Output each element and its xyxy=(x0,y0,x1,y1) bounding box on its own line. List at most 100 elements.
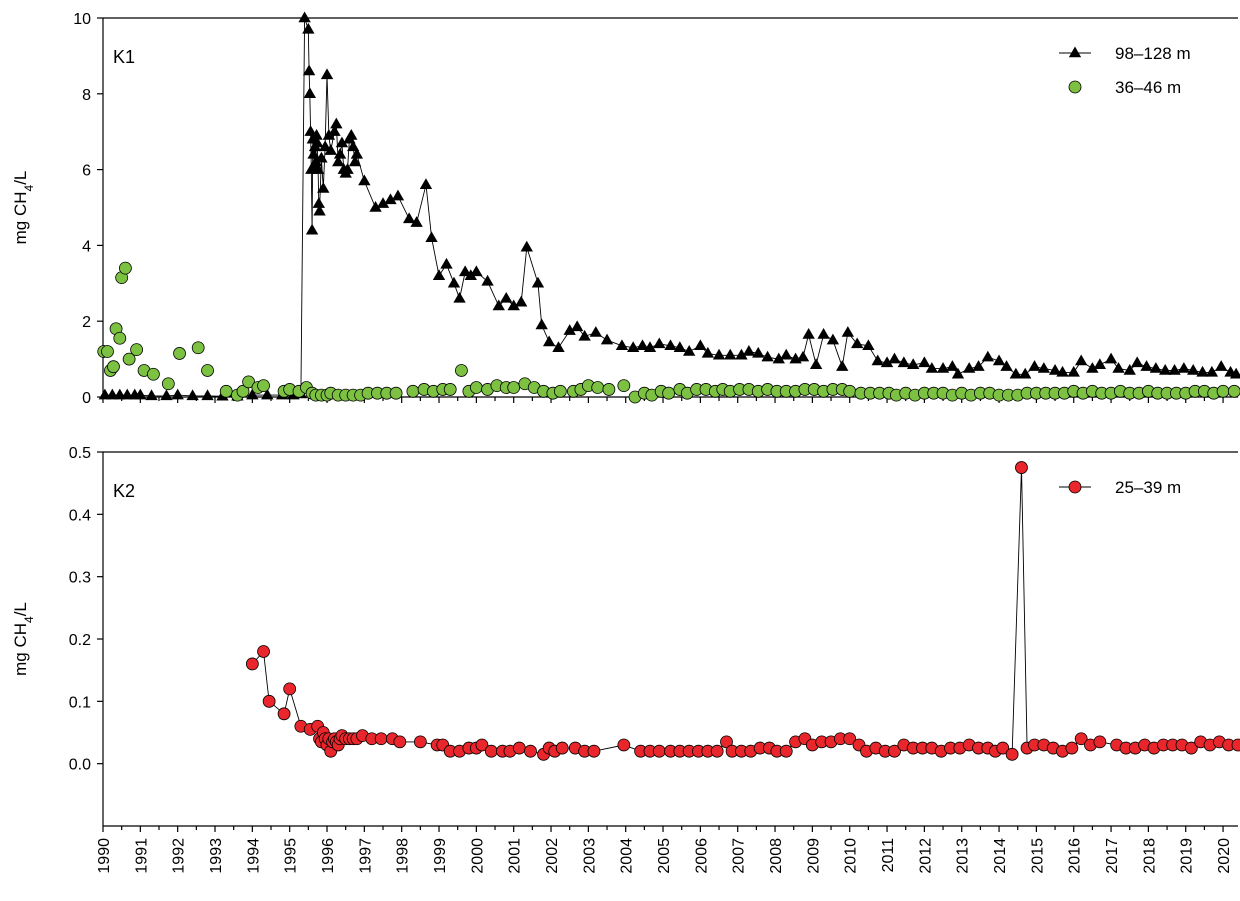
data-point-98-128-m xyxy=(440,257,453,269)
data-point-98-128-m xyxy=(578,329,591,341)
data-point-98-128-m xyxy=(531,276,545,288)
data-point-36-46-m xyxy=(242,375,256,389)
data-point-36-46-m xyxy=(469,381,483,394)
data-point-98-128-m xyxy=(836,360,849,371)
data-point-98-128-m xyxy=(851,337,864,349)
x-tick-label: 1998 xyxy=(395,838,412,874)
data-point-98-128-m xyxy=(307,147,320,159)
data-point-98-128-m xyxy=(419,178,433,189)
data-point-98-128-m xyxy=(552,341,565,352)
x-tick-label: 2019 xyxy=(1179,838,1196,874)
data-point-98-128-m xyxy=(201,389,214,401)
legend-entry-25-39-m: 25–39 m xyxy=(1059,478,1181,497)
data-point-36-46-m xyxy=(406,384,420,398)
data-point-98-128-m xyxy=(305,223,319,235)
data-point-98-128-m xyxy=(1028,360,1041,371)
data-point-98-128-m xyxy=(425,231,438,243)
data-point-98-128-m xyxy=(328,125,341,136)
data-point-25-39-m xyxy=(524,744,537,758)
data-point-98-128-m xyxy=(324,144,337,155)
data-point-98-128-m xyxy=(464,269,477,280)
data-point-98-128-m xyxy=(600,333,614,345)
data-point-98-128-m xyxy=(1067,365,1080,377)
data-point-25-39-m xyxy=(374,732,388,746)
x-tick-label: 2015 xyxy=(1029,838,1046,874)
data-point-98-128-m xyxy=(826,333,840,345)
data-point-98-128-m xyxy=(925,362,939,373)
data-point-98-128-m xyxy=(358,174,371,186)
x-tick-label: 2004 xyxy=(619,838,636,874)
data-point-98-128-m xyxy=(897,356,911,368)
data-point-98-128-m xyxy=(261,388,274,400)
data-point-98-128-m xyxy=(303,87,317,99)
data-point-98-128-m xyxy=(186,389,199,401)
data-point-98-128-m xyxy=(311,163,325,174)
data-point-25-39-m xyxy=(652,744,666,758)
data-point-98-128-m xyxy=(742,345,756,356)
data-point-25-39-m xyxy=(393,735,407,749)
data-point-98-128-m xyxy=(535,318,548,330)
data-point-98-128-m xyxy=(500,291,513,303)
data-point-98-128-m xyxy=(1123,363,1136,375)
data-point-98-128-m xyxy=(862,339,875,351)
y-tick-label-k2: 0.5 xyxy=(69,445,91,462)
data-point-98-128-m xyxy=(1131,356,1144,368)
data-point-98-128-m xyxy=(1112,362,1125,373)
data-point-98-128-m xyxy=(880,356,894,368)
data-point-98-128-m xyxy=(330,117,343,129)
data-point-98-128-m xyxy=(514,295,528,307)
data-point-98-128-m xyxy=(636,339,649,351)
data-point-98-128-m xyxy=(1019,367,1032,379)
data-point-98-128-m xyxy=(171,388,184,400)
data-point-36-46-m xyxy=(119,261,132,275)
x-tick-label: 2003 xyxy=(581,838,598,874)
data-point-98-128-m xyxy=(1196,365,1209,377)
data-point-36-46-m xyxy=(455,364,468,377)
y-tick-label-k1: 2 xyxy=(82,314,91,331)
data-point-98-128-m xyxy=(346,140,360,152)
data-point-36-46-m xyxy=(257,379,270,393)
data-point-36-46-m xyxy=(1227,384,1240,398)
data-point-98-128-m xyxy=(1159,363,1172,375)
x-tick-label: 2001 xyxy=(507,838,524,874)
y-tick-label-k1: 6 xyxy=(82,163,91,180)
data-point-36-46-m xyxy=(591,381,605,394)
x-tick-label: 2016 xyxy=(1067,838,1084,874)
data-point-36-46-m xyxy=(507,381,521,394)
data-point-98-128-m xyxy=(673,341,687,352)
data-point-25-39-m xyxy=(1005,747,1019,761)
x-tick-label: 1994 xyxy=(245,838,262,874)
data-point-98-128-m xyxy=(322,128,336,140)
y-tick-label-k1: 4 xyxy=(82,238,91,255)
data-point-98-128-m xyxy=(410,216,423,227)
data-point-98-128-m xyxy=(992,354,1006,366)
data-point-98-128-m xyxy=(761,350,774,362)
data-point-98-128-m xyxy=(682,345,696,356)
data-point-25-39-m xyxy=(262,694,276,708)
data-point-25-39-m xyxy=(720,735,733,749)
data-point-98-128-m xyxy=(735,348,748,360)
x-tick-label: 2006 xyxy=(693,838,710,874)
data-point-98-128-m xyxy=(369,201,382,212)
data-point-98-128-m xyxy=(1149,362,1163,373)
data-point-98-128-m xyxy=(246,388,259,400)
data-point-98-128-m xyxy=(589,326,603,337)
data-point-98-128-m xyxy=(315,151,328,163)
x-tick-label: 1991 xyxy=(133,838,150,874)
data-point-98-128-m xyxy=(701,346,715,358)
data-point-36-46-m xyxy=(553,384,567,398)
data-point-98-128-m xyxy=(809,358,823,370)
data-point-25-39-m xyxy=(283,682,297,696)
data-point-98-128-m xyxy=(317,182,330,193)
panel-label-k2: K2 xyxy=(113,481,135,501)
x-tick-label: 2011 xyxy=(880,838,897,873)
data-point-36-46-m xyxy=(101,345,114,358)
legend-entry-36-46-m: 36–46 m xyxy=(1068,78,1181,97)
y-tick-label-k2: 0.4 xyxy=(69,507,91,524)
panel-k1: 0 2 4 6 8 10 mg CH4/L K1 98–128 m 36–46 m xyxy=(11,11,1240,407)
data-point-98-128-m xyxy=(643,341,657,352)
data-point-98-128-m xyxy=(907,358,920,370)
data-point-98-128-m xyxy=(332,155,345,167)
data-point-98-128-m xyxy=(918,356,931,368)
